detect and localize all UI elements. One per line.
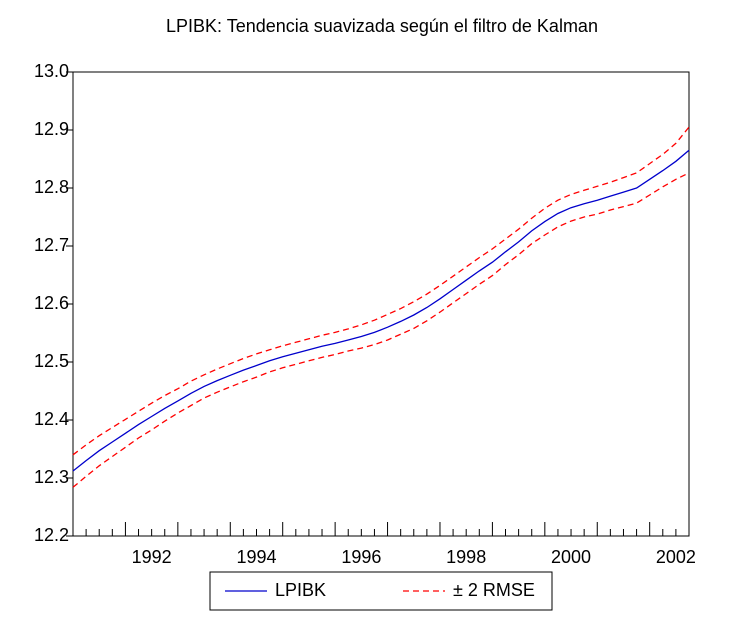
band-line	[72, 172, 690, 488]
x-tick-label: 2002	[656, 547, 696, 567]
legend-label: ± 2 RMSE	[453, 580, 535, 600]
y-tick-label: 12.6	[34, 293, 69, 313]
y-tick-label: 12.8	[34, 177, 69, 197]
x-tick-label: 1992	[132, 547, 172, 567]
x-tick-label: 1994	[236, 547, 276, 567]
x-tick-label: 1996	[341, 547, 381, 567]
y-tick-label: 12.2	[34, 525, 69, 545]
y-tick-label: 12.4	[34, 409, 69, 429]
series-line	[72, 149, 690, 472]
plot-frame	[72, 71, 690, 537]
y-tick-label: 12.3	[34, 467, 69, 487]
band-line	[72, 126, 690, 456]
x-tick-label: 2000	[551, 547, 591, 567]
x-tick-label: 1998	[446, 547, 486, 567]
chart-title: LPIBK: Tendencia suavizada según el filt…	[166, 16, 598, 36]
y-tick-label: 13.0	[34, 61, 69, 81]
y-tick-label: 12.9	[34, 119, 69, 139]
y-tick-label: 12.7	[34, 235, 69, 255]
y-tick-label: 12.5	[34, 351, 69, 371]
legend-label: LPIBK	[275, 580, 326, 600]
